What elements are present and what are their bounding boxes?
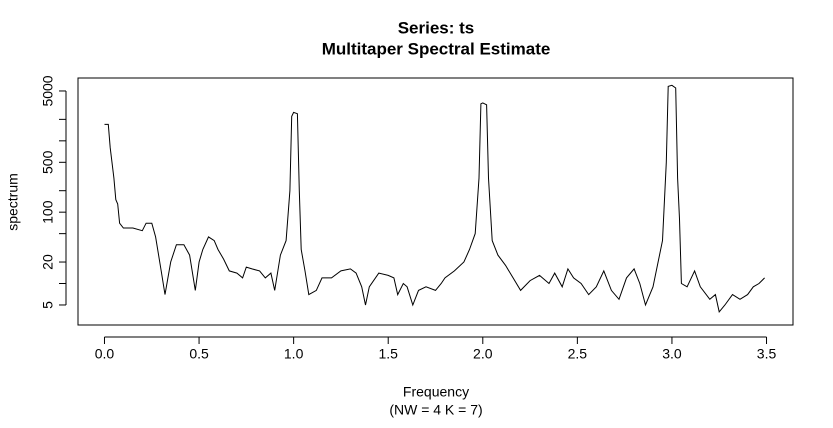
x-tick-label: 1.5 xyxy=(378,346,398,362)
x-tick-label: 0.0 xyxy=(95,346,115,362)
y-tick-label: 5 xyxy=(40,301,56,309)
x-axis-sublabel: (NW = 4 K = 7) xyxy=(389,402,482,418)
x-tick-label: 2.5 xyxy=(568,346,588,362)
chart-title: Series: ts xyxy=(398,18,475,37)
chart-subtitle: Multitaper Spectral Estimate xyxy=(322,39,551,58)
y-axis-label: spectrum xyxy=(5,173,21,231)
x-tick-label: 1.0 xyxy=(284,346,304,362)
y-tick-label: 5000 xyxy=(40,75,56,106)
x-tick-label: 2.0 xyxy=(473,346,493,362)
x-tick-label: 3.0 xyxy=(662,346,682,362)
plot-frame xyxy=(77,77,794,326)
y-tick-label: 100 xyxy=(40,200,56,224)
x-axis-label: Frequency xyxy=(403,384,469,400)
y-tick-label: 20 xyxy=(40,254,56,270)
x-tick-label: 0.5 xyxy=(189,346,209,362)
spectrum-line xyxy=(104,84,765,314)
x-tick-label: 3.5 xyxy=(757,346,777,362)
y-tick-label: 500 xyxy=(40,150,56,174)
